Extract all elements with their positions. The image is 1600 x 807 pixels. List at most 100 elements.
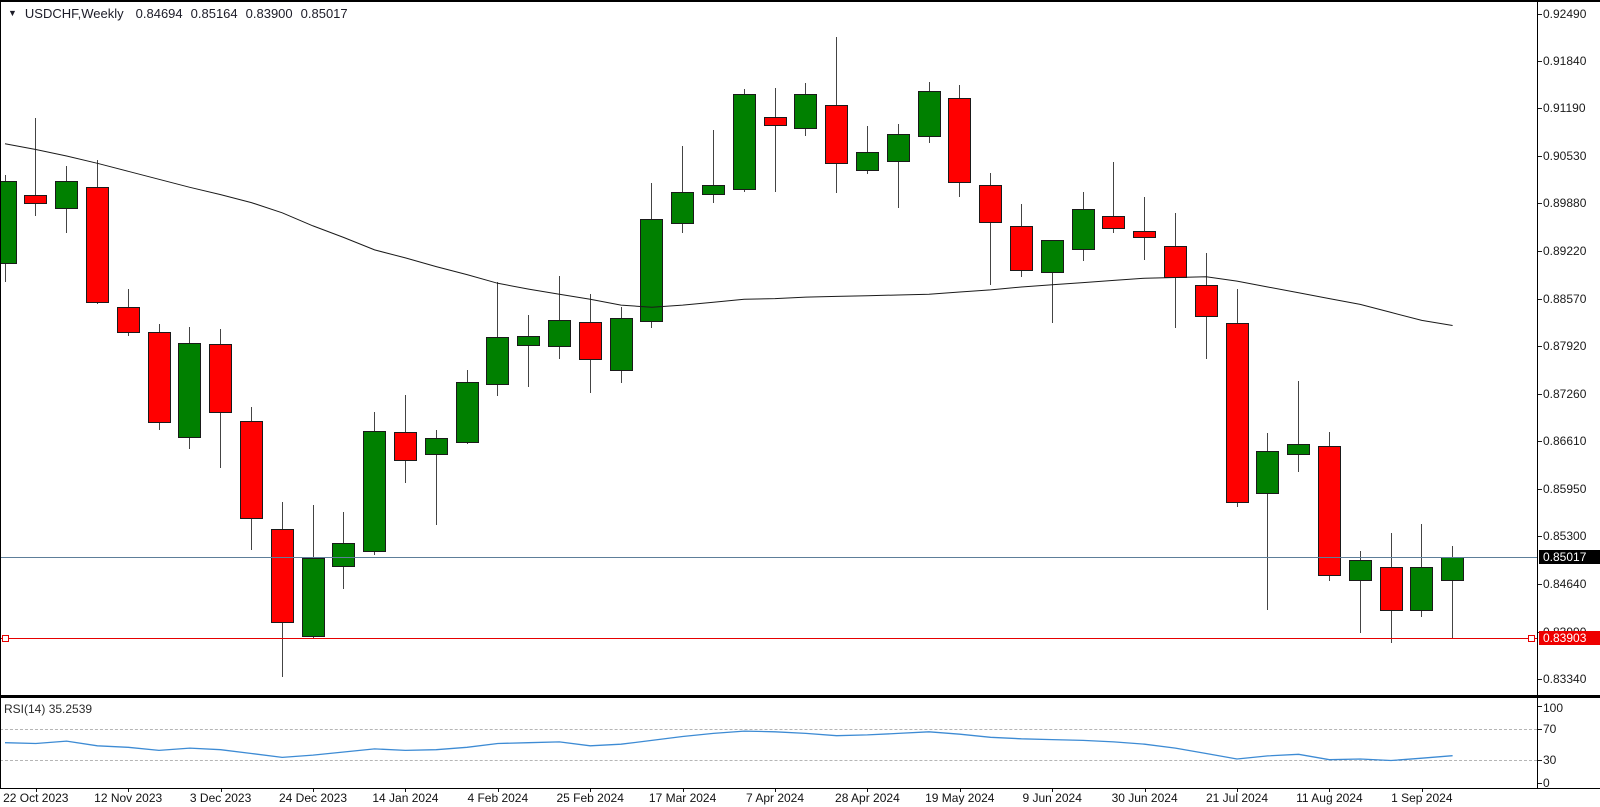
candle-wick: [990, 172, 992, 285]
rsi-bottom-border: [0, 788, 1600, 789]
hline-left-anchor[interactable]: [2, 635, 9, 642]
rsi-tick-dash: [1537, 728, 1542, 730]
candle-body: [1379, 567, 1403, 611]
candle-body: [1256, 451, 1280, 495]
candle-body: [486, 337, 510, 386]
candle-body: [825, 105, 849, 164]
date-tick: [35, 788, 37, 792]
hline-right-anchor[interactable]: [1528, 635, 1535, 642]
horizontal-support-line[interactable]: [0, 638, 1537, 639]
date-label: 14 Jan 2024: [372, 791, 439, 805]
candle-wick: [1144, 196, 1146, 261]
candle-body: [701, 185, 725, 196]
candle-wick: [682, 145, 684, 234]
date-label: 21 Jul 2024: [1205, 791, 1269, 805]
price-tick-dash: [1537, 108, 1542, 109]
candle-wick: [1359, 551, 1361, 634]
price-tick-label: 0.87260: [1543, 386, 1587, 401]
date-label: 12 Nov 2023: [94, 791, 163, 805]
price-tick-dash: [1537, 393, 1542, 395]
symbol-timeframe: USDCHF,Weekly: [24, 6, 124, 21]
current-price-label: 0.85017: [1539, 550, 1600, 564]
moving-average-line: [4, 143, 1453, 326]
candle-body: [1133, 231, 1157, 238]
ohlc-low: 0.83900: [245, 6, 293, 21]
rsi-level-label: 30: [1543, 752, 1557, 767]
candle-body: [0, 180, 17, 265]
date-label: 7 Apr 2024: [745, 791, 805, 805]
price-tick-dash: [1537, 298, 1542, 300]
left-border: [0, 0, 1, 789]
price-tick-dash: [1537, 156, 1542, 157]
candle-body: [1102, 216, 1126, 230]
rsi-indicator-value: 35.2539: [48, 702, 93, 716]
ohlc-close: 0.85017: [300, 6, 348, 21]
price-tick-dash: [1537, 584, 1542, 586]
candle-body: [1317, 445, 1341, 576]
candle-body: [1194, 284, 1218, 317]
candle-body: [517, 335, 541, 346]
symbol-dropdown-icon[interactable]: ▼: [8, 8, 17, 18]
candle-body: [1040, 240, 1064, 274]
rsi-level-line-70: [0, 728, 1537, 730]
candle-body: [547, 320, 571, 348]
candle-body: [917, 91, 941, 138]
date-tick: [1144, 788, 1146, 792]
candle-body: [640, 219, 664, 322]
current-price-line: [0, 557, 1537, 558]
price-tick-dash: [1537, 679, 1542, 680]
candle-body: [24, 195, 48, 204]
price-tick-label: 0.88570: [1543, 291, 1587, 306]
candle-body: [332, 543, 356, 567]
main-chart-panel[interactable]: [0, 0, 1537, 695]
candle-wick: [435, 430, 437, 525]
date-label: 1 Sep 2024: [1391, 791, 1453, 805]
rsi-tick-dash: [1537, 705, 1542, 707]
candle-body: [1071, 209, 1095, 250]
candle-body: [424, 438, 448, 455]
date-tick: [1329, 788, 1331, 792]
candle-body: [239, 420, 263, 519]
date-label: 4 Feb 2024: [467, 791, 529, 805]
date-tick: [405, 788, 407, 792]
candle-wick: [1267, 433, 1269, 610]
date-label: 25 Feb 2024: [556, 791, 624, 805]
candle-wick: [774, 88, 776, 192]
date-tick: [497, 788, 499, 792]
date-label: 19 May 2024: [925, 791, 995, 805]
candle-body: [671, 191, 695, 225]
date-tick: [1237, 788, 1238, 792]
panel-divider[interactable]: [0, 695, 1600, 698]
candle-wick: [1298, 380, 1300, 473]
candle-wick: [897, 124, 899, 208]
date-label: 3 Dec 2023: [189, 791, 252, 805]
candle-body: [209, 344, 233, 414]
rsi-level-label: 0: [1543, 776, 1550, 790]
candle-body: [1009, 225, 1033, 271]
rsi-indicator-name: RSI(14): [4, 702, 46, 716]
price-tick-dash: [1537, 13, 1542, 15]
date-tick: [867, 788, 869, 792]
date-label: 30 Jun 2024: [1111, 791, 1178, 805]
price-tick-dash: [1537, 251, 1542, 253]
price-tick-dash: [1537, 536, 1542, 538]
price-tick-dash: [1537, 489, 1542, 491]
price-tick-label: 0.85300: [1543, 529, 1587, 544]
candle-wick: [866, 126, 868, 175]
date-tick: [220, 788, 222, 792]
price-tick-label: 0.83340: [1543, 672, 1587, 686]
candle-body: [948, 97, 972, 183]
date-tick: [1052, 788, 1054, 792]
rsi-panel[interactable]: [0, 699, 1537, 788]
price-tick-dash: [1537, 345, 1542, 347]
price-tick-label: 0.91840: [1543, 53, 1587, 68]
candle-body: [178, 343, 202, 439]
price-tick-label: 0.84640: [1543, 577, 1587, 592]
candle-wick: [1051, 239, 1053, 324]
candle-body: [1410, 567, 1434, 611]
candle-body: [763, 116, 787, 127]
price-tick-dash: [1537, 60, 1542, 62]
price-tick-dash: [1537, 203, 1542, 205]
candle-body: [979, 185, 1003, 223]
chart-header: ▼ USDCHF,Weekly 0.84694 0.85164 0.83900 …: [8, 6, 348, 21]
